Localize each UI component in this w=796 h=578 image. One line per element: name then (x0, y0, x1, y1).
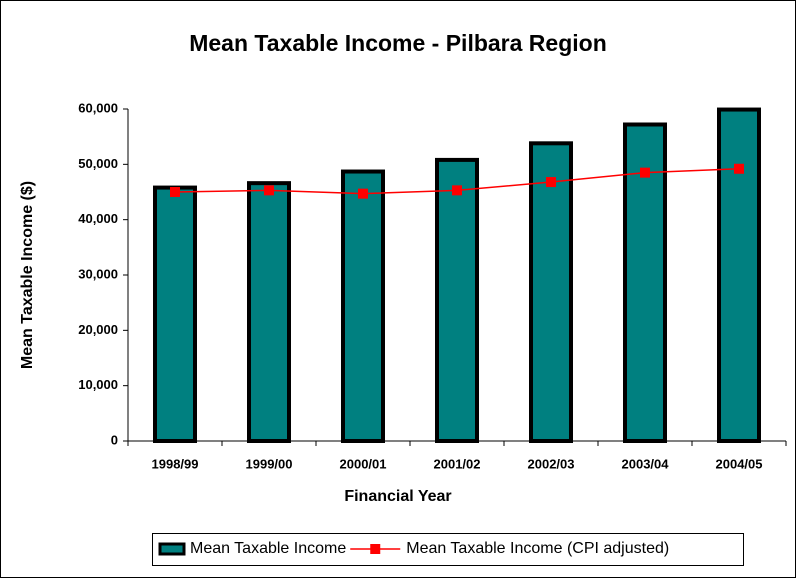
line-marker (452, 185, 462, 196)
chart-title: Mean Taxable Income - Pilbara Region (189, 30, 607, 56)
y-tick-label: 10,000 (78, 377, 118, 392)
x-tick-label: 2004/05 (716, 456, 763, 471)
x-tick-label: 1998/99 (152, 456, 199, 471)
line-marker (546, 177, 556, 188)
x-tick-label: 2002/03 (528, 456, 575, 471)
x-tick-label: 2000/01 (340, 456, 387, 471)
bar (341, 169, 385, 443)
y-tick-label: 20,000 (78, 322, 118, 337)
x-tick-label: 1999/00 (246, 456, 293, 471)
y-tick-label: 30,000 (78, 266, 118, 281)
line-marker (734, 163, 744, 174)
x-axis-label: Financial Year (344, 488, 451, 505)
y-tick-label: 60,000 (78, 100, 118, 115)
y-tick-label: 50,000 (78, 156, 118, 171)
line-marker (264, 185, 274, 196)
bar (435, 157, 479, 443)
bar (717, 107, 761, 443)
x-tick-label: 2001/02 (434, 456, 481, 471)
line-marker (358, 188, 368, 199)
legend-swatch (370, 544, 381, 554)
bar (153, 185, 197, 443)
legend-swatch (158, 542, 186, 556)
y-axis-label: Mean Taxable Income ($) (19, 181, 36, 369)
line-marker (170, 187, 180, 197)
y-tick-label: 0 (111, 432, 118, 447)
legend-label: Mean Taxable Income (190, 540, 346, 557)
y-tick-label: 40,000 (78, 211, 118, 226)
line-marker (640, 167, 650, 178)
bar (247, 181, 291, 443)
legend-label: Mean Taxable Income (CPI adjusted) (406, 540, 669, 557)
x-tick-label: 2003/04 (622, 456, 670, 471)
legend-box (152, 533, 744, 566)
bar (529, 141, 573, 443)
